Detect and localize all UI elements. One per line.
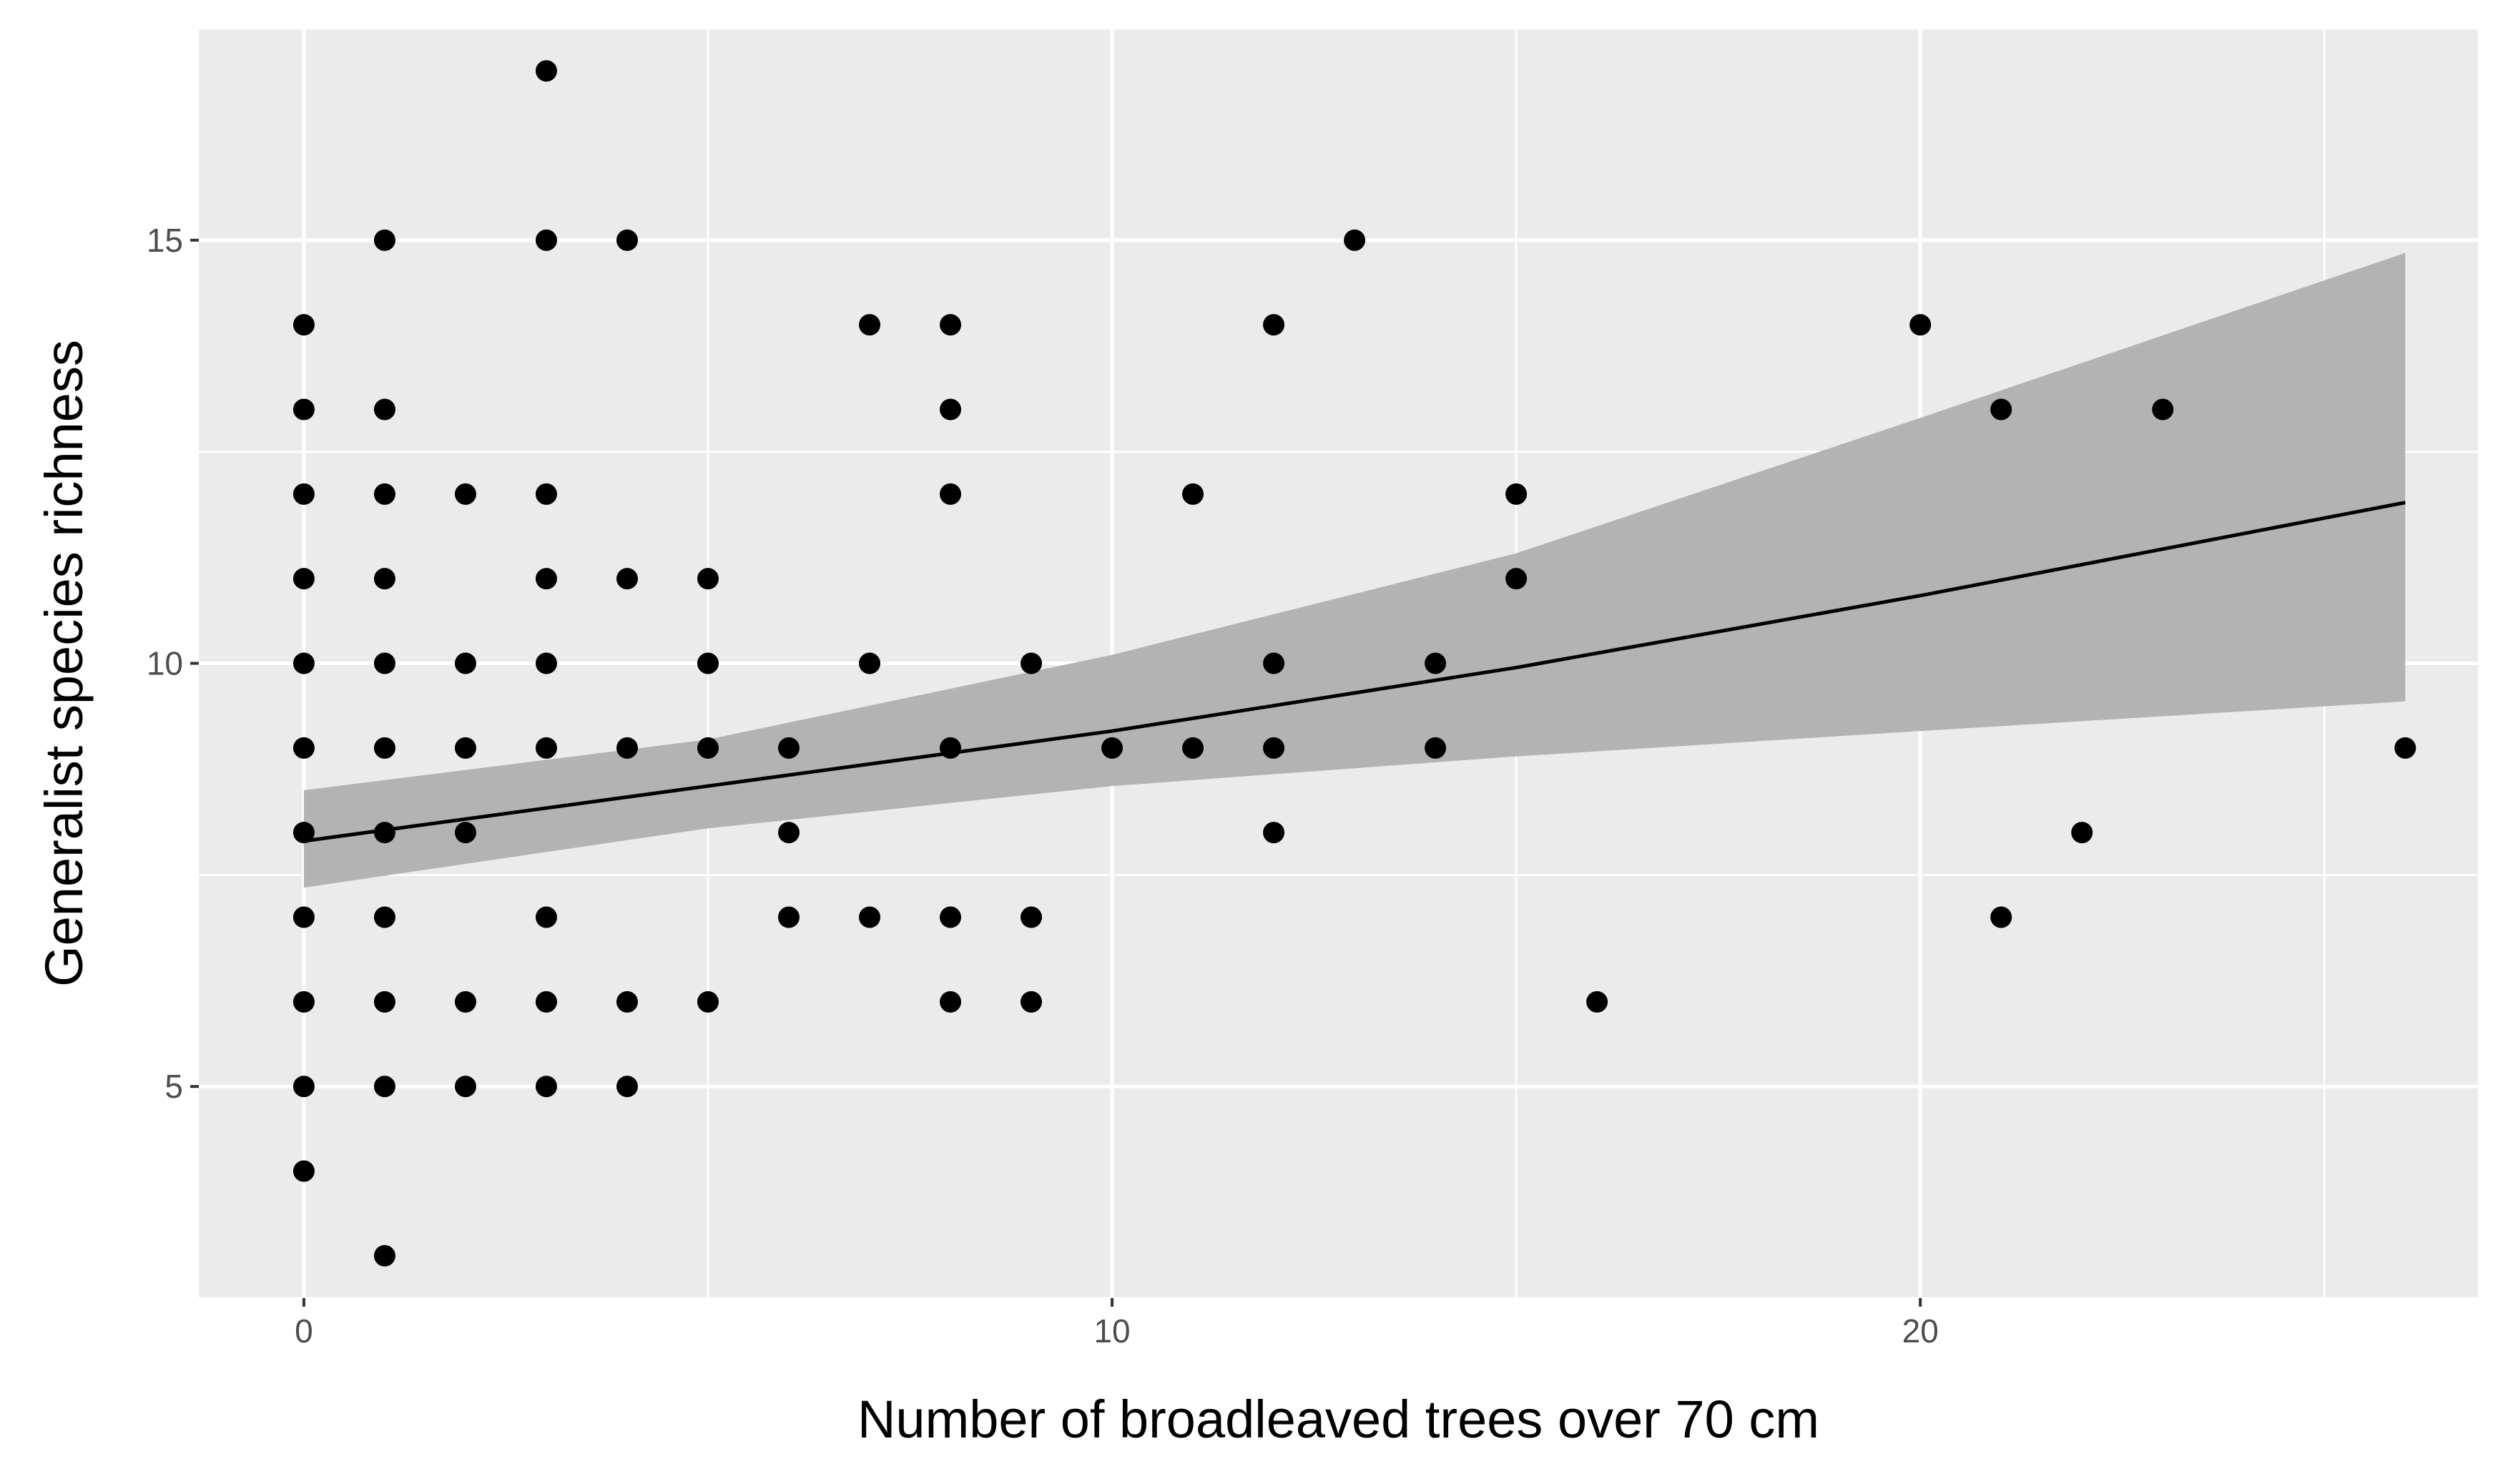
data-point: [1263, 822, 1285, 844]
data-point: [697, 991, 719, 1013]
data-point: [2394, 737, 2416, 759]
data-point: [292, 737, 315, 759]
data-point: [616, 1076, 638, 1098]
data-point: [292, 991, 315, 1013]
y-axis-title: Generalist species richness: [34, 340, 94, 987]
data-point: [940, 906, 962, 928]
data-point: [373, 906, 395, 928]
data-point: [1425, 737, 1447, 759]
x-axis-title: Number of broadleaved trees over 70 cm: [857, 1390, 1819, 1449]
data-point: [1263, 737, 1285, 759]
data-point: [292, 398, 315, 421]
data-point: [859, 652, 881, 674]
data-point: [940, 483, 962, 505]
data-point: [778, 737, 800, 759]
data-point: [535, 483, 557, 505]
data-point: [535, 229, 557, 251]
data-point: [1182, 483, 1204, 505]
data-point: [292, 1076, 315, 1098]
data-point: [1909, 314, 1932, 336]
confidence-ribbon: [303, 252, 2406, 888]
data-point: [373, 568, 395, 590]
data-point: [616, 991, 638, 1013]
data-point: [1263, 314, 1285, 336]
data-point: [1990, 398, 2012, 421]
x-axis: 0 10 20: [295, 1298, 1939, 1350]
data-point: [454, 1076, 476, 1098]
data-point: [2152, 398, 2174, 421]
data-point: [616, 229, 638, 251]
data-point: [859, 314, 881, 336]
data-point: [292, 483, 315, 505]
x-tick-label: 20: [1902, 1312, 1939, 1350]
data-point: [1505, 568, 1528, 590]
data-point: [697, 652, 719, 674]
data-point: [292, 822, 315, 844]
data-point: [1182, 737, 1204, 759]
data-point: [373, 737, 395, 759]
y-tick-label: 15: [147, 222, 183, 259]
data-point: [940, 314, 962, 336]
data-point: [1505, 483, 1528, 505]
data-point: [1021, 906, 1043, 928]
data-point: [373, 991, 395, 1013]
data-point: [778, 822, 800, 844]
data-point: [1586, 991, 1608, 1013]
data-point: [1101, 737, 1123, 759]
data-point: [940, 991, 962, 1013]
data-point: [535, 1076, 557, 1098]
data-point: [2071, 822, 2093, 844]
data-point: [292, 1160, 315, 1182]
data-point: [616, 737, 638, 759]
data-point: [373, 229, 395, 251]
data-point: [373, 1076, 395, 1098]
data-point: [535, 60, 557, 82]
data-point: [778, 906, 800, 928]
data-point: [697, 737, 719, 759]
data-point: [454, 652, 476, 674]
data-point: [454, 483, 476, 505]
data-point: [1263, 652, 1285, 674]
data-point: [1425, 652, 1447, 674]
data-point: [1021, 652, 1043, 674]
data-point: [1990, 906, 2012, 928]
data-point: [535, 568, 557, 590]
data-point: [454, 737, 476, 759]
data-point: [616, 568, 638, 590]
data-point: [535, 906, 557, 928]
fit-line: [303, 501, 2406, 843]
data-point: [292, 314, 315, 336]
data-point: [940, 398, 962, 421]
data-point: [697, 568, 719, 590]
data-point: [1344, 229, 1366, 251]
data-point: [859, 906, 881, 928]
data-point: [1021, 991, 1043, 1013]
x-tick-label: 0: [295, 1312, 313, 1350]
data-points: [292, 60, 2416, 1267]
data-point: [454, 822, 476, 844]
data-point: [373, 1244, 395, 1267]
data-point: [292, 652, 315, 674]
y-tick-label: 10: [147, 645, 183, 682]
data-point: [292, 568, 315, 590]
data-point: [535, 737, 557, 759]
data-point: [373, 822, 395, 844]
data-point: [535, 991, 557, 1013]
data-point: [940, 737, 962, 759]
data-point: [373, 398, 395, 421]
data-point: [292, 906, 315, 928]
y-tick-label: 5: [164, 1068, 183, 1105]
data-point: [535, 652, 557, 674]
data-point: [454, 991, 476, 1013]
data-point: [373, 652, 395, 674]
x-tick-label: 10: [1093, 1312, 1130, 1350]
y-axis: 5 10 15: [147, 222, 199, 1105]
data-point: [373, 483, 395, 505]
